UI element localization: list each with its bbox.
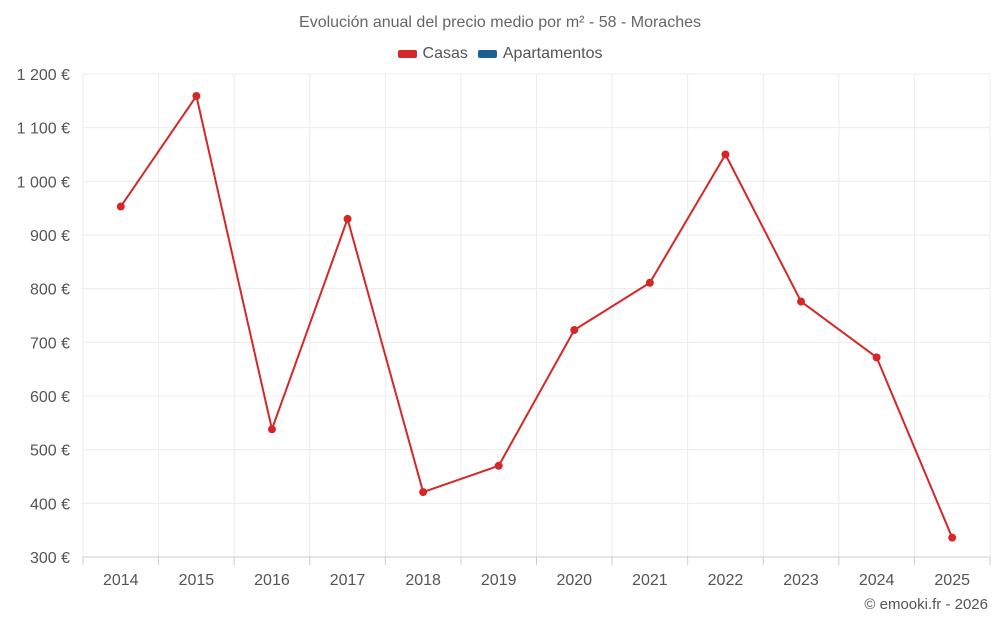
y-tick-label: 1 100 € xyxy=(17,121,70,138)
data-point xyxy=(419,488,428,497)
chart-legend: Casas Apartamentos xyxy=(0,45,1000,63)
legend-swatch-casas xyxy=(397,50,417,58)
x-tick-label: 2015 xyxy=(179,572,215,589)
data-point xyxy=(494,461,503,470)
y-tick-label: 500 € xyxy=(30,443,70,460)
legend-label-apartamentos: Apartamentos xyxy=(502,45,603,62)
x-tick-label: 2019 xyxy=(481,572,517,589)
y-tick-label: 800 € xyxy=(30,282,70,299)
legend-item-apartamentos[interactable]: Apartamentos xyxy=(477,45,603,63)
x-tick-label: 2017 xyxy=(330,572,366,589)
x-tick-label: 2018 xyxy=(405,572,441,589)
y-tick-label: 700 € xyxy=(30,335,70,352)
y-tick-label: 400 € xyxy=(30,496,70,513)
series-line-casas xyxy=(119,95,954,539)
x-tick-label: 2014 xyxy=(103,572,139,589)
data-point xyxy=(872,353,881,362)
data-point xyxy=(192,92,201,101)
chart-title: Evolución anual del precio medio por m² … xyxy=(299,14,701,31)
data-point xyxy=(116,202,125,211)
x-tick-label: 2021 xyxy=(632,572,668,589)
x-tick-label: 2022 xyxy=(708,572,744,589)
data-point xyxy=(797,297,806,306)
data-point xyxy=(721,150,730,159)
x-tick-label: 2025 xyxy=(934,572,970,589)
data-point xyxy=(948,533,957,542)
data-point xyxy=(570,325,579,334)
x-tick-label: 2024 xyxy=(859,572,895,589)
y-tick-label: 600 € xyxy=(30,389,70,406)
credit-text: © emooki.fr - 2026 xyxy=(864,596,988,613)
legend-item-casas[interactable]: Casas xyxy=(397,45,468,63)
x-tick-label: 2020 xyxy=(556,572,592,589)
x-tick-label: 2016 xyxy=(254,572,290,589)
x-tick-label: 2023 xyxy=(783,572,819,589)
y-tick-label: 1 000 € xyxy=(17,174,70,191)
y-tick-label: 1 200 € xyxy=(17,67,70,84)
y-tick-label: 900 € xyxy=(30,228,70,245)
y-tick-label: 300 € xyxy=(30,550,70,567)
data-point xyxy=(267,425,276,434)
legend-label-casas: Casas xyxy=(422,45,468,62)
legend-swatch-apartamentos xyxy=(477,50,497,58)
data-point xyxy=(645,278,654,287)
data-point xyxy=(343,214,352,223)
